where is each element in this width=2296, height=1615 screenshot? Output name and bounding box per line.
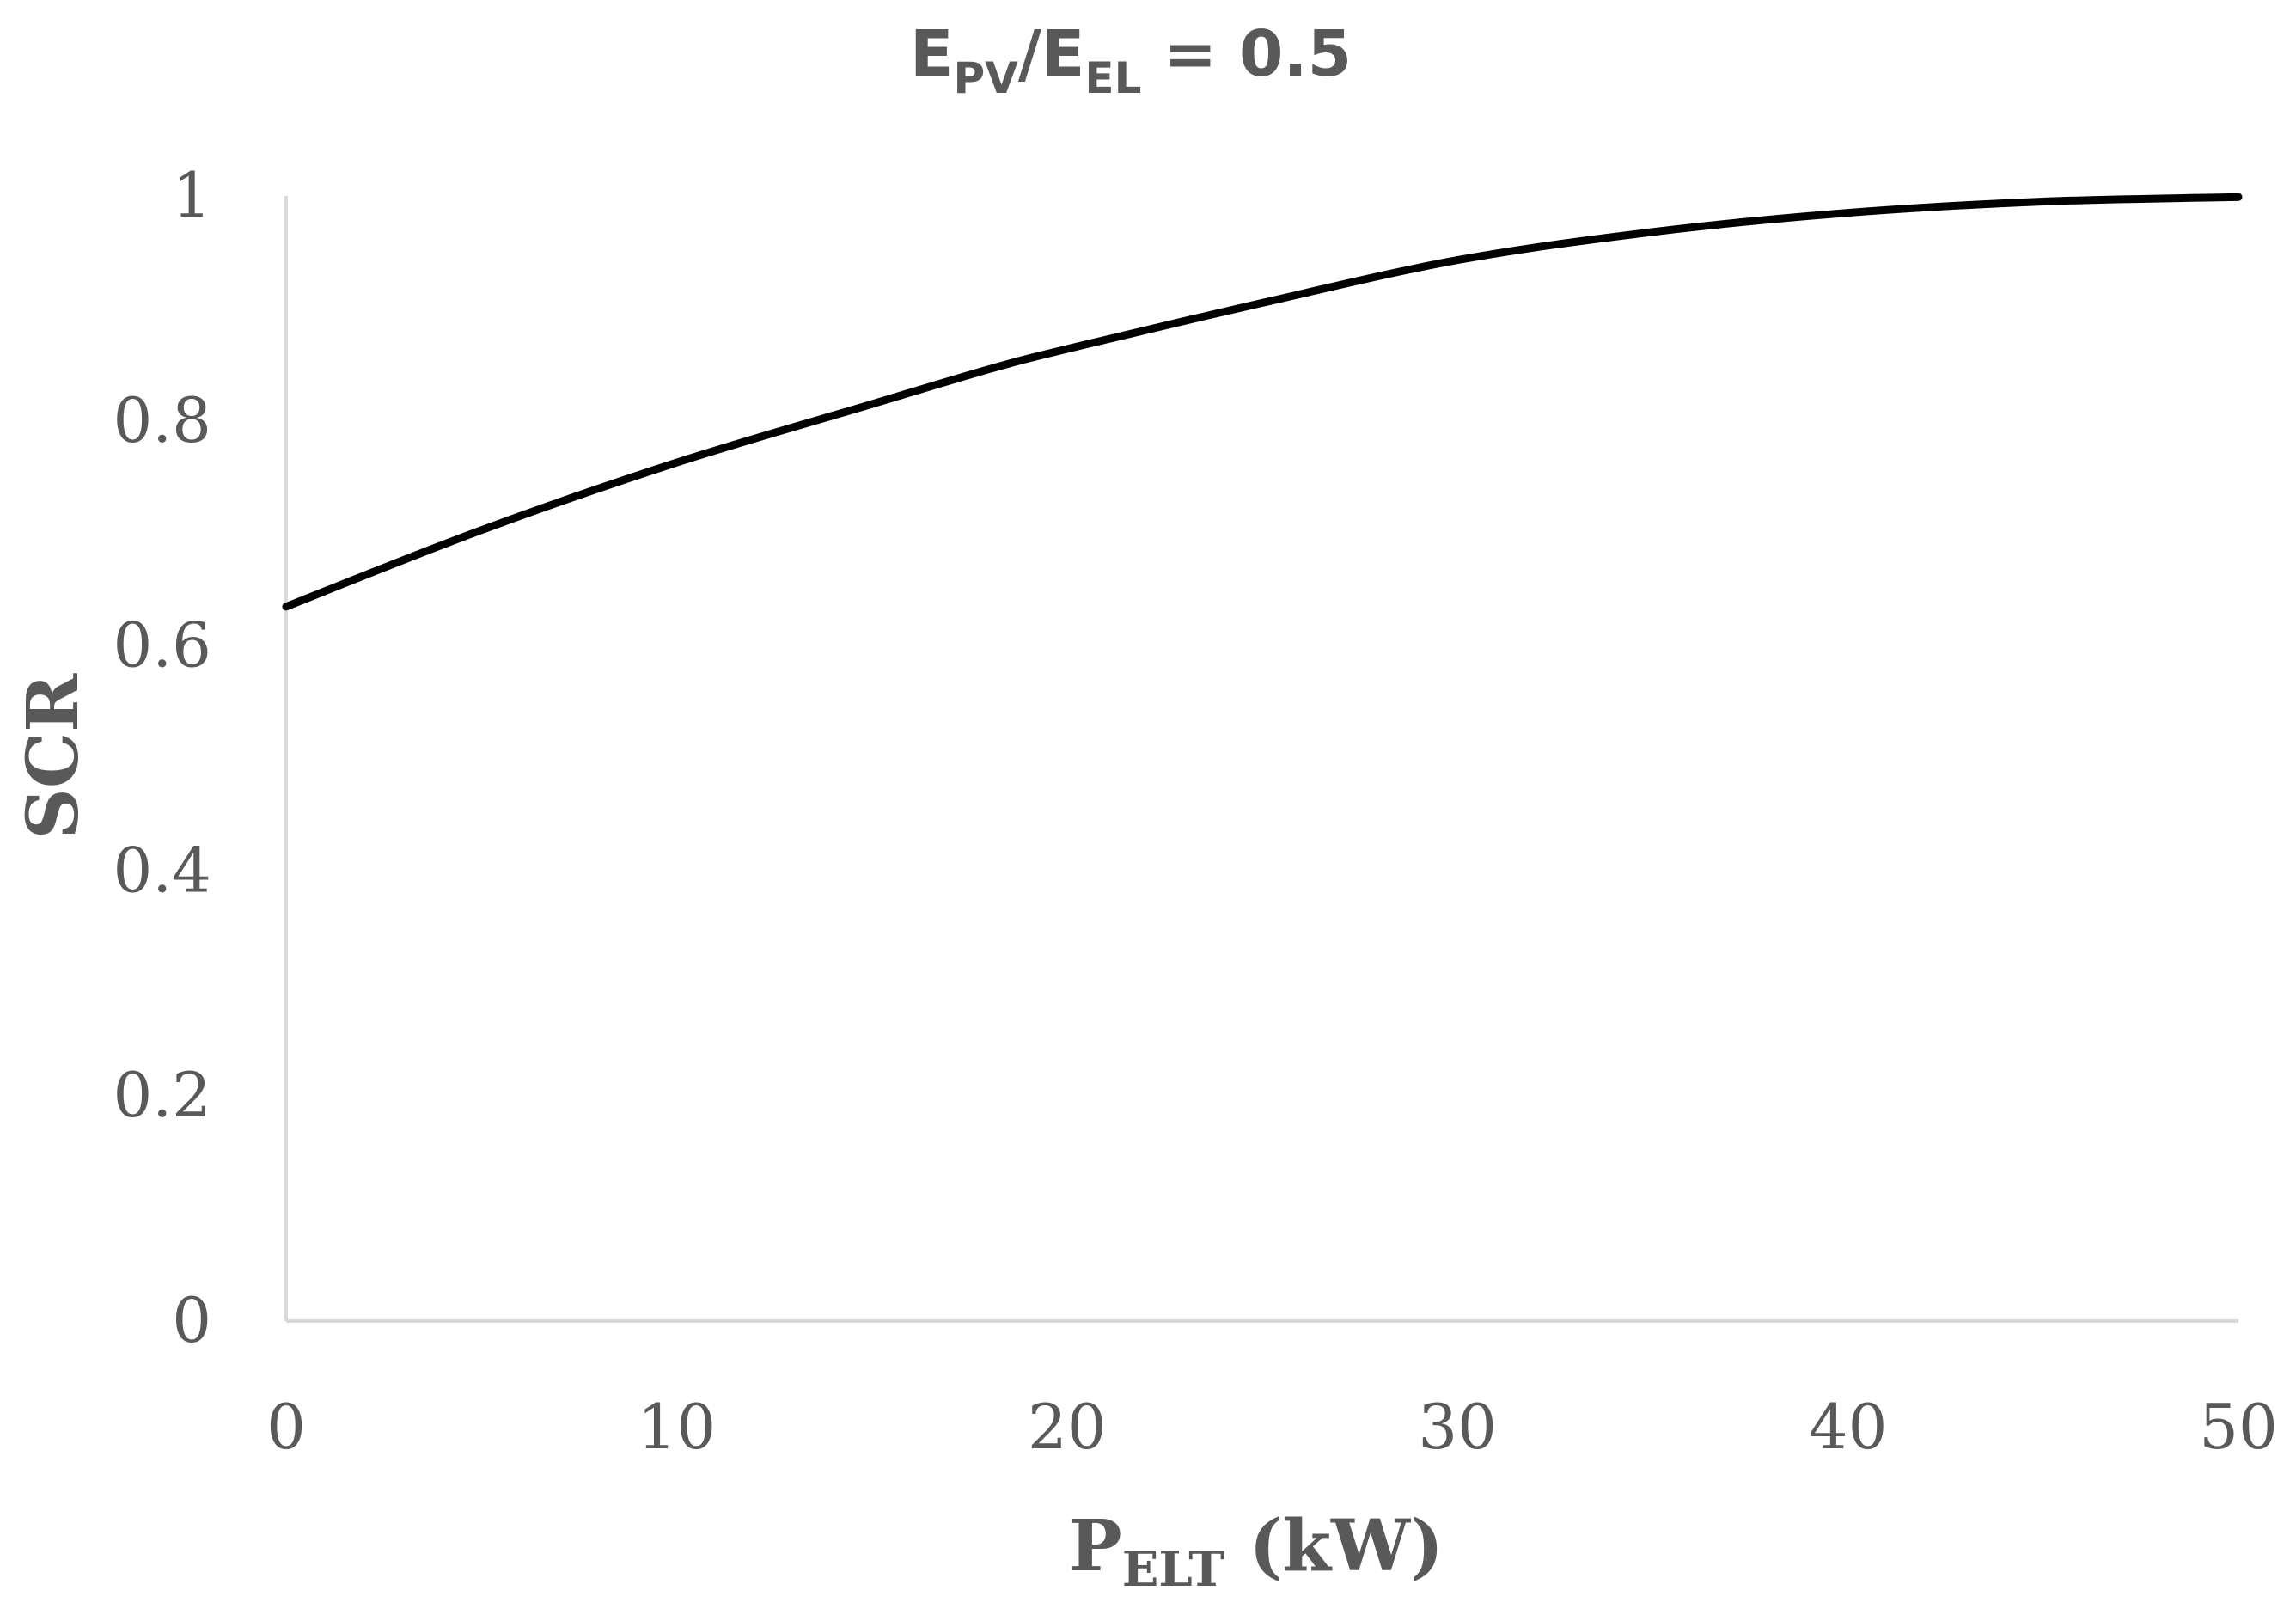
y-tick-label: 0.6: [113, 609, 211, 682]
x-tick-label: 50: [2199, 1391, 2278, 1463]
y-tick-label: 1: [172, 159, 211, 231]
x-tick-labels: 0 10 20 30 40 50: [266, 1391, 2278, 1463]
series-layer: [282, 193, 2243, 611]
chart-title: EPV/EEL = 0.5: [910, 17, 1352, 103]
x-tick-label: 0: [266, 1391, 306, 1463]
x-axis-title: PELT (kW): [1069, 1505, 1444, 1598]
y-tick-label: 0.8: [113, 384, 211, 456]
y-tick-label: 0.4: [113, 834, 211, 906]
series-line-scr: [282, 193, 2243, 611]
y-tick-labels: 0 0.2 0.4 0.6 0.8 1: [113, 159, 211, 1356]
x-tick-label: 30: [1418, 1391, 1497, 1463]
y-axis-title: SCR: [12, 673, 95, 839]
x-tick-label: 20: [1028, 1391, 1107, 1463]
y-tick-label: 0.2: [113, 1059, 211, 1131]
x-tick-label: 40: [1809, 1391, 1888, 1463]
x-tick-label: 10: [638, 1391, 717, 1463]
y-tick-label: 0: [172, 1284, 211, 1356]
